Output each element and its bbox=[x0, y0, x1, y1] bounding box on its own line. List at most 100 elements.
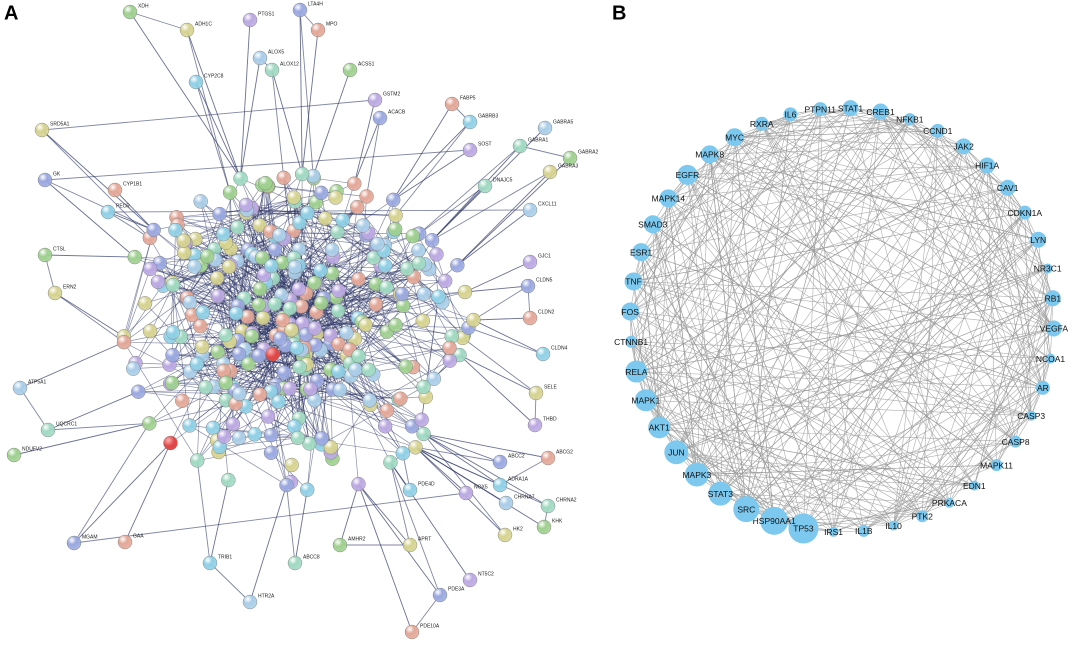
edge bbox=[659, 358, 1051, 428]
protein-label: RXRA bbox=[750, 119, 774, 129]
edge bbox=[709, 154, 747, 510]
protein-node bbox=[179, 22, 195, 38]
edge bbox=[195, 81, 231, 193]
edge bbox=[355, 302, 443, 370]
edge bbox=[720, 441, 1016, 494]
edge bbox=[720, 212, 1025, 494]
protein-label: GABRA1 bbox=[528, 137, 549, 143]
edge bbox=[640, 251, 923, 517]
protein-node bbox=[212, 206, 227, 222]
edge bbox=[633, 281, 894, 526]
protein-node bbox=[388, 317, 403, 333]
protein-node bbox=[131, 384, 146, 399]
edge bbox=[745, 114, 791, 510]
edge bbox=[709, 111, 881, 155]
protein-label: KHK bbox=[552, 518, 563, 524]
protein-node bbox=[347, 176, 362, 191]
edge bbox=[629, 311, 834, 533]
edge bbox=[909, 118, 1054, 299]
protein-label: IL6 bbox=[785, 110, 797, 120]
protein-node bbox=[252, 387, 268, 402]
edge bbox=[720, 137, 735, 494]
protein-node bbox=[287, 555, 303, 571]
edge bbox=[850, 108, 950, 503]
protein-node bbox=[264, 258, 279, 274]
edge bbox=[761, 123, 950, 503]
edge bbox=[390, 462, 441, 596]
protein-node bbox=[733, 496, 760, 523]
protein-label: GAA bbox=[133, 533, 144, 539]
protein-node bbox=[279, 477, 294, 493]
edge bbox=[668, 198, 1054, 329]
protein-node bbox=[429, 247, 444, 262]
protein-node bbox=[394, 286, 410, 302]
edge bbox=[633, 281, 775, 522]
edge bbox=[833, 130, 938, 532]
protein-node bbox=[193, 194, 208, 209]
protein-node bbox=[272, 227, 287, 243]
protein-label: LTA4H bbox=[308, 1, 323, 7]
edge bbox=[332, 400, 370, 459]
protein-node bbox=[351, 348, 366, 364]
edge bbox=[687, 174, 865, 532]
protein-node bbox=[457, 284, 473, 300]
edge bbox=[986, 165, 1044, 388]
edge bbox=[629, 137, 735, 312]
protein-node bbox=[979, 157, 996, 174]
protein-node bbox=[127, 249, 142, 265]
edge bbox=[893, 212, 1026, 526]
edge bbox=[186, 29, 231, 193]
edge bbox=[73, 442, 171, 544]
protein-node bbox=[107, 182, 123, 198]
protein-node bbox=[195, 305, 211, 320]
edge bbox=[159, 233, 224, 264]
edge bbox=[1024, 212, 1032, 416]
protein-node bbox=[313, 263, 328, 278]
protein-node bbox=[37, 172, 53, 188]
protein-node bbox=[624, 272, 643, 291]
protein-node bbox=[210, 344, 225, 360]
edge bbox=[687, 174, 834, 532]
edge bbox=[630, 311, 975, 486]
protein-node bbox=[416, 379, 431, 395]
edge bbox=[418, 185, 486, 235]
protein-label: CYP1B1 bbox=[123, 181, 142, 187]
protein-node bbox=[216, 226, 231, 242]
protein-node bbox=[6, 447, 22, 463]
edge bbox=[415, 446, 501, 463]
edge bbox=[149, 403, 236, 424]
protein-label: NDUFV2 bbox=[22, 446, 42, 452]
edge bbox=[676, 297, 1053, 453]
edge bbox=[468, 327, 544, 355]
protein-label: SELE bbox=[544, 384, 557, 390]
protein-label: SRC bbox=[737, 504, 755, 514]
protein-node bbox=[664, 440, 689, 465]
protein-node bbox=[251, 297, 266, 312]
edge bbox=[54, 292, 125, 337]
protein-node bbox=[348, 362, 363, 377]
edge bbox=[630, 130, 938, 312]
edge bbox=[392, 149, 471, 201]
edge bbox=[761, 123, 997, 466]
edge bbox=[746, 358, 1051, 510]
edge bbox=[499, 457, 549, 486]
protein-node bbox=[431, 289, 446, 304]
protein-label: CCND1 bbox=[923, 126, 953, 136]
edge bbox=[659, 328, 1054, 428]
edge bbox=[633, 187, 1008, 282]
protein-node bbox=[330, 303, 346, 319]
protein-node bbox=[165, 347, 180, 363]
edge bbox=[44, 179, 136, 258]
protein-node bbox=[402, 537, 418, 553]
protein-label: ERN2 bbox=[63, 284, 77, 290]
protein-node bbox=[444, 96, 460, 112]
edge bbox=[676, 328, 1054, 453]
protein-node bbox=[708, 481, 733, 506]
edge bbox=[893, 328, 1055, 526]
protein-node bbox=[163, 435, 178, 451]
edge bbox=[658, 198, 669, 428]
protein-node bbox=[358, 317, 373, 333]
edge bbox=[949, 187, 1008, 503]
protein-node bbox=[318, 211, 333, 226]
edge bbox=[696, 441, 1016, 475]
